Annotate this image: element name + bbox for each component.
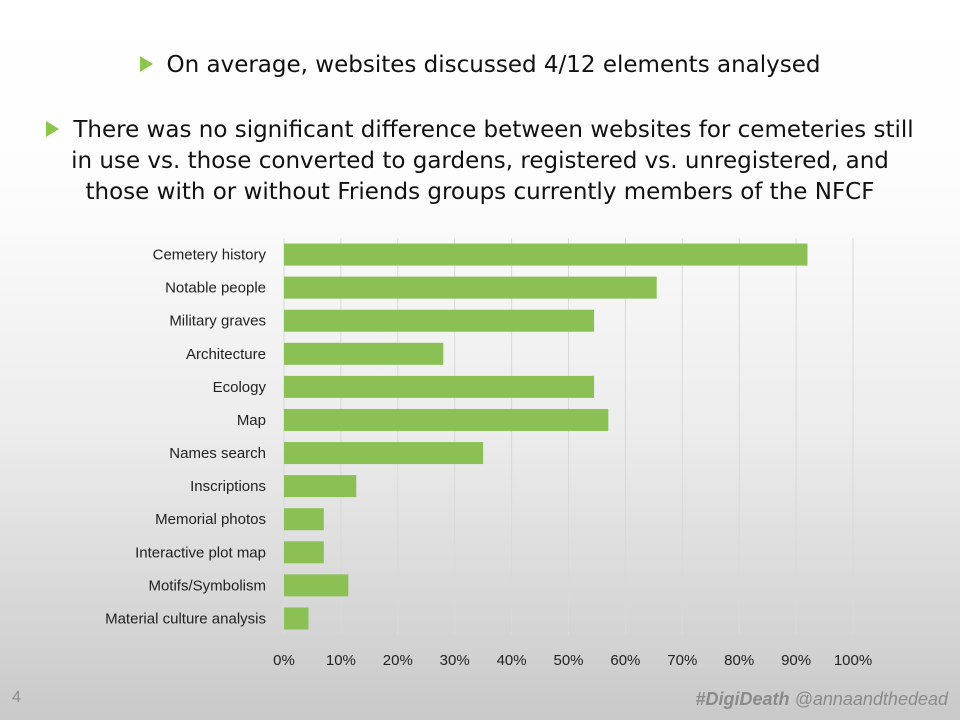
bar xyxy=(284,375,595,398)
bar xyxy=(284,475,357,498)
bar xyxy=(284,541,324,564)
x-tick-label: 70% xyxy=(667,652,697,669)
chart-bars xyxy=(284,243,808,630)
bar xyxy=(284,309,595,332)
category-label: Interactive plot map xyxy=(135,544,266,561)
category-label: Inscriptions xyxy=(190,478,266,495)
arrow-bullet-icon xyxy=(139,55,153,72)
slide-page-number: 4 xyxy=(12,689,21,706)
x-tick-label: 30% xyxy=(440,652,470,669)
category-label: Architecture xyxy=(186,346,266,363)
bar xyxy=(284,342,444,365)
x-tick-label: 20% xyxy=(383,652,413,669)
chart-category-labels: Cemetery history Notable people Military g… xyxy=(105,247,266,628)
x-tick-label: 10% xyxy=(326,652,356,669)
bar xyxy=(284,508,324,531)
footer-hashtag: #DigiDeath xyxy=(695,689,790,709)
bullet-average-text: On average, websites discussed 4/12 elem… xyxy=(166,52,821,78)
category-label: Names search xyxy=(169,445,266,462)
bar xyxy=(284,607,309,630)
bar xyxy=(284,408,609,431)
category-label: Material culture analysis xyxy=(105,610,266,627)
arrow-bullet-icon xyxy=(46,120,60,137)
category-label: Cemetery history xyxy=(153,247,267,264)
bullet-no-difference-text: There was no significant difference betw… xyxy=(71,117,914,205)
chart-x-tick-labels: 0% 10% 20% 30% 40% 50% 60% 70% 80% 90% 100% xyxy=(273,652,872,669)
x-tick-label: 80% xyxy=(724,652,754,669)
category-label: Motifs/Symbolism xyxy=(148,577,266,594)
bar xyxy=(284,276,657,299)
category-label: Ecology xyxy=(213,379,267,396)
bar xyxy=(284,442,484,465)
category-label: Map xyxy=(237,412,266,429)
category-label: Memorial photos xyxy=(155,511,266,528)
bar xyxy=(284,574,349,597)
x-tick-label: 60% xyxy=(610,652,640,669)
footer-hashtag-handle: #DigiDeath @annaandthedead xyxy=(696,689,948,710)
category-label: Notable people xyxy=(165,280,266,297)
elements-bar-chart: Cemetery history Notable people Military g… xyxy=(105,238,872,669)
footer-handle: @annaandthedead xyxy=(794,689,948,709)
x-tick-label: 50% xyxy=(553,652,583,669)
chart-gridlines xyxy=(283,238,854,635)
x-tick-label: 100% xyxy=(834,652,872,669)
bullet-average-elements: On average, websites discussed 4/12 elem… xyxy=(0,50,960,81)
x-tick-label: 90% xyxy=(781,652,811,669)
category-label: Military graves xyxy=(169,313,266,330)
x-tick-label: 40% xyxy=(497,652,527,669)
bullet-no-difference: There was no significant difference betw… xyxy=(40,115,920,208)
bar xyxy=(284,243,808,266)
x-tick-label: 0% xyxy=(273,652,295,669)
